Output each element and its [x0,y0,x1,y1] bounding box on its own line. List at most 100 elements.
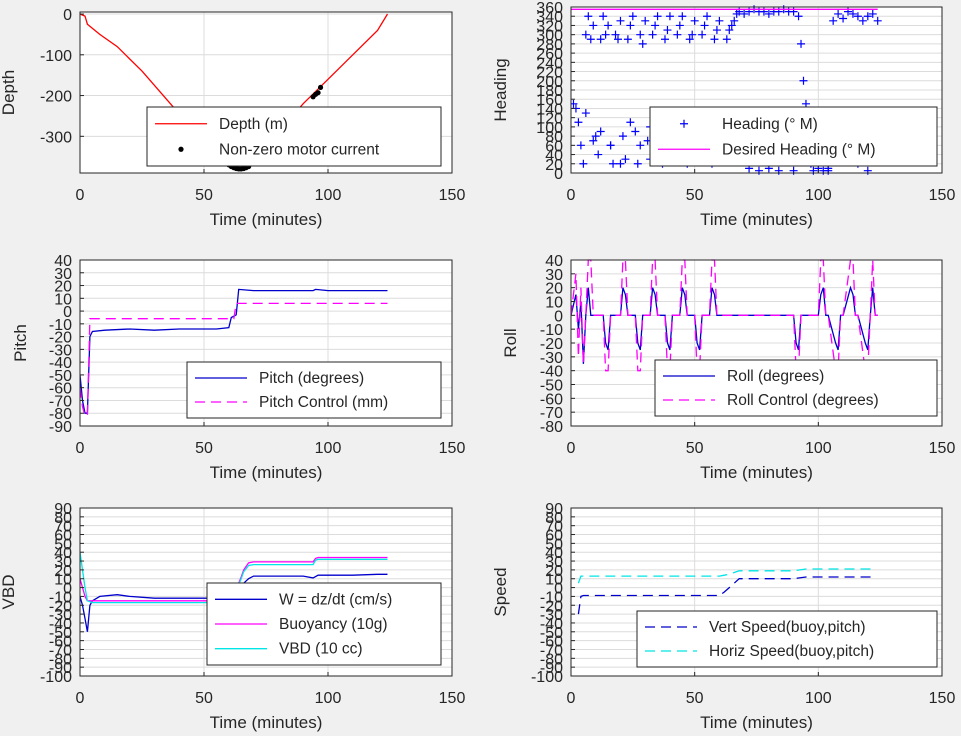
legend-roll: Roll (degrees) Roll Control (degrees) [654,359,938,417]
axes-pitch: 0 50 100 150-90-80-70-60-50-40-30-20-100102… [49,253,466,457]
data-point [853,12,862,21]
series-line [80,302,388,417]
axes-box [79,259,453,427]
y-tick-label: -70 [540,405,563,422]
legend-entry-desired-heading: Desired Heading (° M) [658,141,876,158]
y-axis-label-pitch: Pitch [11,324,30,362]
data-point [626,21,635,30]
y-tick-label: 140 [536,101,563,118]
y-tick-label: 10 [54,291,72,308]
data-point [648,30,657,39]
axes-box [570,507,943,677]
data-point [631,127,640,136]
data-point [727,21,736,30]
data-point [700,21,709,30]
x-tick-label: 50 [195,187,213,204]
data-point [858,16,867,25]
legend-entry-pitch-control: Pitch Control (mm) [195,394,388,411]
data-point [698,30,707,39]
x-tick-label: 0 [76,187,85,204]
data-point [863,12,872,21]
legend-entry-heading: Heading (° M) [680,116,818,133]
data-point [315,90,321,96]
y-tick-label: -80 [49,651,72,668]
legend-depth: Depth (m) Non-zero motor current [146,106,442,167]
y-tick-label: -80 [49,406,72,423]
legend-box-speed [636,610,938,668]
y-tick-label: 0 [554,166,563,183]
y-tick-label: 80 [545,129,563,146]
data-point [801,99,810,108]
data-point [725,26,734,35]
data-point [710,35,719,44]
legend-label-vbd-cc: VBD (10 cc) [279,641,363,658]
data-point [740,9,749,18]
y-tick-label: -20 [540,598,563,615]
series-pitch-0 [80,288,388,414]
y-tick-label: 0 [63,7,72,24]
legend-label-motor-current: Non-zero motor current [219,141,380,158]
data-point [609,159,618,168]
y-tick-label: 240 [536,55,563,72]
y-tick-label: -200 [40,89,72,106]
legend-label-roll-degrees: Roll (degrees) [727,368,824,385]
y-tick-label: -60 [49,634,72,651]
x-tick-label: 50 [195,690,213,707]
y-tick-label: -20 [49,598,72,615]
y-tick-label: -10 [540,589,563,606]
x-tick-label: 0 [567,187,576,204]
y-tick-label: 70 [54,519,72,536]
data-point [616,159,625,168]
data-point [574,118,583,127]
legend-entry-roll-control: Roll Control (degrees) [663,392,879,409]
y-tick-label: 120 [536,111,563,128]
data-point [606,141,615,150]
y-tick-label: -70 [540,642,563,659]
y-tick-label: -100 [40,48,72,65]
series-speed [577,568,876,615]
data-point [596,35,605,44]
legend-symbol-motor-current [178,146,184,152]
legend-box-depth [146,106,442,167]
data-point [586,35,595,44]
data-point [794,12,803,21]
data-point [799,76,808,85]
y-tick-label: -70 [49,642,72,659]
legend-entry-vert-speed: Vert Speed(buoy,pitch) [645,619,866,636]
y-axis-label-depth: Depth [0,70,18,115]
y-tick-label: -100 [40,669,72,686]
y-tick-label: -40 [49,616,72,633]
y-tick-label: 160 [536,92,563,109]
y-tick-label: -50 [540,378,563,395]
y-tick-label: 10 [545,295,563,312]
data-point [873,16,882,25]
data-point [623,35,632,44]
x-tick-label: 150 [929,690,956,707]
legend-marker [680,119,688,128]
y-tick-label: 10 [545,572,563,589]
data-point [839,14,848,23]
y-axis-label-speed: Speed [491,567,510,616]
series-pitch [80,288,388,417]
data-point [722,35,731,44]
y-tick-label: 40 [545,253,563,270]
x-axis-label-heading: Time (minutes) [700,210,813,229]
y-axis-label-roll: Roll [501,328,520,357]
y-tick-label: -30 [540,607,563,624]
y-tick-label: -90 [540,660,563,677]
y-tick-label: -40 [540,616,563,633]
data-point [604,21,613,30]
legend-symbol-heading [680,119,688,128]
y-tick-label: -60 [49,381,72,398]
y-tick-label: 100 [536,120,563,137]
data-point [829,16,838,25]
x-tick-label: 150 [439,440,466,457]
y-tick-label: -30 [540,350,563,367]
x-tick-label: 50 [686,690,704,707]
y-tick-label: 0 [554,581,563,598]
y-tick-label: 60 [545,138,563,155]
y-tick-label: -50 [49,368,72,385]
y-tick-label: 60 [54,528,72,545]
y-tick-label: 50 [545,536,563,553]
data-point [665,12,674,21]
